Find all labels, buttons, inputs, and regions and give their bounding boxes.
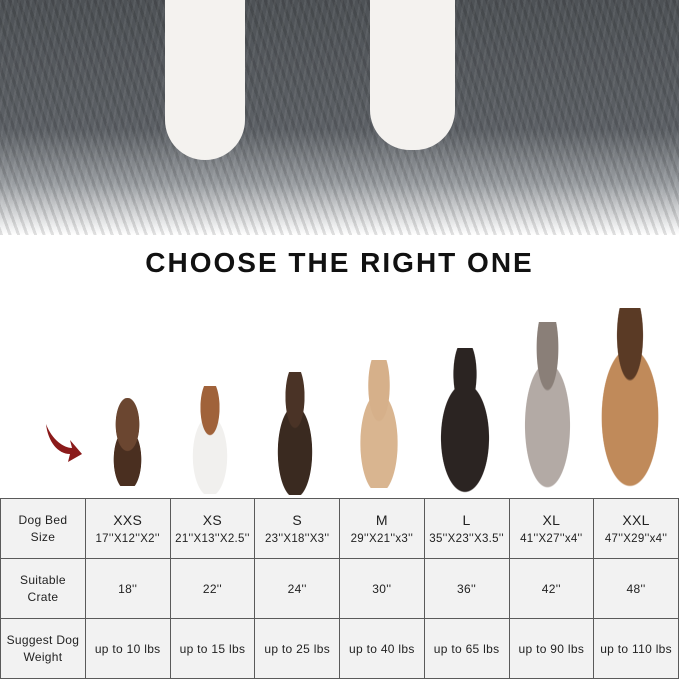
weight-cell: up to 15 lbs [169, 618, 256, 679]
crate-cell: 18'' [84, 558, 171, 619]
dog-xxl [585, 308, 675, 490]
size-dims: 21''X13''X2.5'' [175, 533, 250, 545]
dog-xxs [100, 398, 155, 486]
arrow-icon [46, 424, 82, 462]
size-dims: 35''X23''X3.5'' [429, 533, 504, 545]
size-dims: 41''X27''x4'' [520, 533, 583, 545]
page-title: CHOOSE THE RIGHT ONE [145, 247, 534, 278]
size-cell: XXL 47''X29''x4'' [593, 498, 679, 559]
weight-cell: up to 65 lbs [423, 618, 510, 679]
size-label: XXS [113, 512, 143, 528]
size-label: XS [202, 512, 223, 528]
size-label: L [462, 512, 471, 528]
table-row: Dog Bed Size XXS 17''X12''X2'' XS 21''X13'… [0, 498, 679, 559]
crate-cell: 42'' [508, 558, 595, 619]
crate-cell: 24'' [254, 558, 341, 619]
size-label: XXL [622, 512, 650, 528]
weight-cell: up to 25 lbs [254, 618, 341, 679]
dog-l [425, 348, 505, 493]
size-cell: XXS 17''X12''X2'' [84, 498, 171, 559]
size-cell: L 35''X23''X3.5'' [423, 498, 510, 559]
size-label: M [375, 512, 388, 528]
table-row: Suitable Crate 18'' 22'' 24'' 30'' 36'' … [0, 558, 679, 619]
dog-m [348, 360, 410, 488]
fur-bed-photo [0, 0, 679, 235]
table-row: Suggest Dog Weight up to 10 lbs up to 15… [0, 618, 679, 679]
dog-xs [180, 386, 240, 494]
size-label: XL [542, 512, 561, 528]
size-dims: 17''X12''X2'' [95, 533, 160, 545]
crate-cell: 30'' [339, 558, 425, 619]
weight-cell: up to 40 lbs [339, 618, 425, 679]
size-chart-table: Dog Bed Size XXS 17''X12''X2'' XS 21''X13'… [0, 498, 679, 679]
dog-s [265, 372, 325, 495]
size-cell: XS 21''X13''X2.5'' [169, 498, 256, 559]
weight-cell: up to 90 lbs [508, 618, 595, 679]
row-label: Suggest Dog Weight [0, 618, 86, 679]
weight-cell: up to 110 lbs [593, 618, 679, 679]
dog-paw [165, 0, 245, 160]
weight-cell: up to 10 lbs [84, 618, 171, 679]
crate-cell: 22'' [169, 558, 256, 619]
size-label: S [292, 512, 302, 528]
dog-xl [510, 322, 585, 494]
size-dims: 23''X18''X3'' [264, 533, 330, 545]
size-dims: 29''X21''x3'' [350, 533, 414, 545]
crate-cell: 48'' [593, 558, 679, 619]
dog-paw [370, 0, 455, 150]
size-dims: 47''X29''x4'' [604, 533, 668, 545]
crate-cell: 36'' [423, 558, 510, 619]
size-cell: S 23''X18''X3'' [254, 498, 341, 559]
size-cell: M 29''X21''x3'' [339, 498, 425, 559]
row-label: Dog Bed Size [0, 498, 86, 559]
size-cell: XL 41''X27''x4'' [508, 498, 595, 559]
row-label: Suitable Crate [0, 558, 86, 619]
